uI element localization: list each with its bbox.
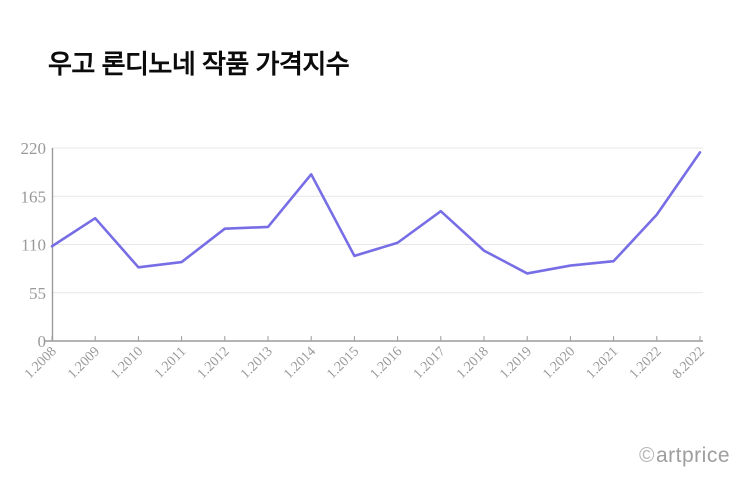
x-tick-label-1.2011: 1.2011 (152, 344, 189, 381)
x-tick-label-1.2010: 1.2010 (108, 344, 146, 382)
y-tick-label-110: 110 (21, 236, 46, 255)
y-tick-label-220: 220 (21, 139, 47, 158)
x-tick-label-1.2009: 1.2009 (65, 344, 103, 382)
watermark-text: artprice (655, 444, 730, 467)
x-tick-label-1.2013: 1.2013 (238, 344, 276, 382)
x-tick-label-1.2012: 1.2012 (195, 344, 233, 382)
x-tick-label-1.2019: 1.2019 (497, 344, 535, 382)
x-tick-label-1.2022: 1.2022 (627, 344, 665, 382)
y-tick-label-165: 165 (21, 187, 47, 206)
x-tick-label-8.2022: 8.2022 (670, 344, 708, 382)
x-tick-label-1.2016: 1.2016 (368, 344, 406, 382)
x-tick-label-1.2017: 1.2017 (411, 344, 449, 382)
page-title: 우고 론디노네 작품 가격지수 (48, 49, 350, 79)
x-tick-label-1.2015: 1.2015 (324, 344, 362, 382)
copyright-icon: © (638, 444, 655, 467)
y-tick-label-55: 55 (29, 284, 46, 303)
x-tick-label-1.2021: 1.2021 (584, 344, 622, 382)
x-tick-label-1.2018: 1.2018 (454, 344, 492, 382)
y-tick-label-0: 0 (38, 332, 47, 351)
price-index-series-line (50, 151, 702, 275)
artprice-watermark: ©artprice (639, 444, 730, 468)
x-tick-label-1.2020: 1.2020 (540, 344, 578, 382)
x-tick-label-1.2014: 1.2014 (281, 344, 319, 382)
